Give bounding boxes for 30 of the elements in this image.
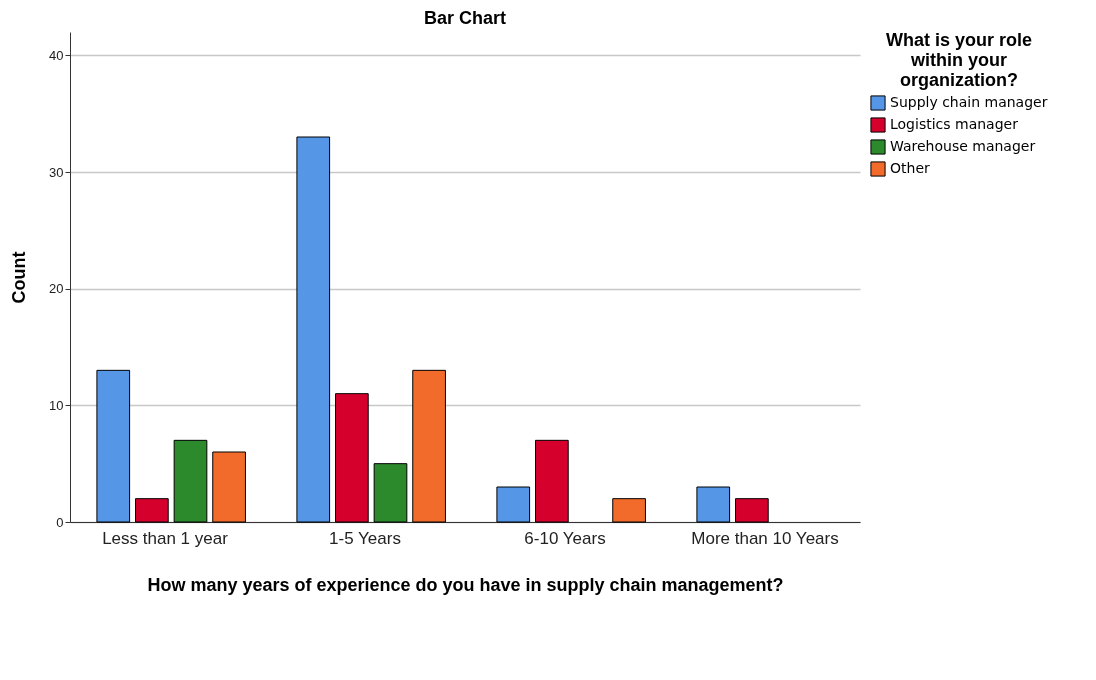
legend-label: Supply chain manager (890, 94, 1048, 110)
chart-title: Bar Chart (423, 8, 507, 28)
y-tick-label: 0 (56, 514, 64, 530)
x-tick-label: More than 10 Years (691, 528, 839, 548)
bar (335, 393, 369, 523)
bar (296, 136, 331, 523)
y-tick-label: 10 (49, 397, 64, 413)
bar (373, 463, 408, 523)
y-axis-title: Count (9, 251, 30, 304)
bar (496, 486, 531, 523)
x-tick-label: 6-10 Years (524, 528, 606, 548)
x-axis-title: How many years of experience do you have in supply chain management? (147, 574, 784, 595)
bar (696, 486, 731, 523)
bar (412, 369, 446, 523)
bar (612, 498, 646, 523)
y-tick-label: 40 (49, 47, 64, 63)
legend-label: Logistics manager (890, 116, 1019, 132)
bar (735, 498, 769, 523)
y-tick-label: 20 (49, 281, 64, 297)
bar (96, 369, 131, 523)
bar (535, 439, 569, 523)
legend-label: Other (890, 160, 930, 176)
x-tick-label: Less than 1 year (102, 528, 229, 548)
x-tick-label: 1-5 Years (329, 528, 401, 548)
bar (173, 439, 208, 523)
y-tick-label: 30 (49, 164, 64, 180)
legend-label: Warehouse manager (890, 138, 1036, 154)
bar (212, 451, 246, 523)
bar (135, 498, 169, 523)
legend-title: What is your role within your organization? (885, 30, 1033, 90)
